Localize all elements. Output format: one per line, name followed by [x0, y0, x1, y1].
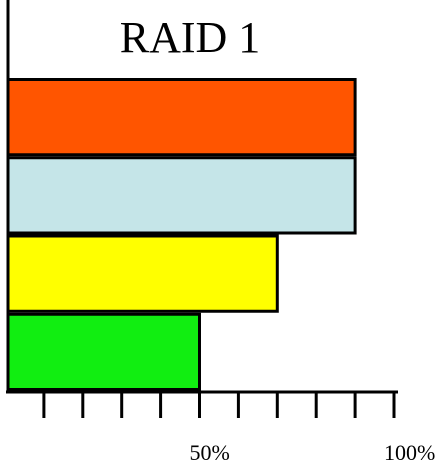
bar: [6, 234, 279, 313]
x-tick-label: 100%: [384, 440, 435, 465]
bar: [6, 78, 357, 157]
chart-title: RAID 1: [120, 13, 261, 62]
bar: [6, 156, 357, 235]
bar: [6, 312, 201, 391]
x-tick-label: 50%: [190, 440, 230, 465]
